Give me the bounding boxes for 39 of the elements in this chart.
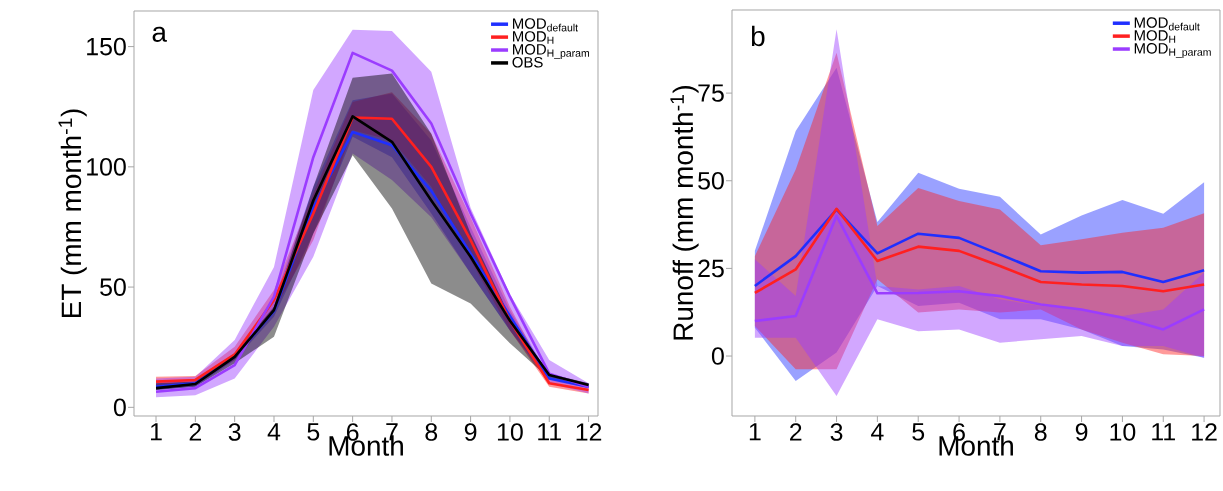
x-tick-label: 8 — [1034, 423, 1047, 441]
annotation: b — [751, 25, 765, 47]
x-tick-label: 1 — [150, 423, 162, 441]
legend-label: MOD$_{default}$ — [513, 18, 578, 32]
legend-label: MOD$_{H}$ — [1134, 30, 1176, 43]
legend-label: OBS — [512, 56, 543, 68]
x-tick-label: 12 — [1192, 423, 1217, 441]
y-tick-label: 75 — [698, 84, 724, 102]
legend-label: MOD$_{default}$ — [1134, 17, 1200, 31]
legend-label: MOD$_{H}$ — [513, 31, 554, 44]
x-tick-label: 12 — [576, 423, 602, 441]
x-tick-label: 5 — [912, 423, 925, 441]
x-tick-label: 3 — [228, 423, 241, 441]
x-tick-label: 2 — [189, 423, 202, 441]
x-tick-label: 4 — [267, 423, 281, 441]
line-series — [753, 214, 1206, 331]
y-tick-label: 50 — [100, 278, 126, 296]
x-tick-label: 10 — [497, 423, 523, 441]
x-tick-label: 4 — [871, 423, 884, 441]
x-tick-label: 1 — [749, 423, 761, 441]
x-tick-label: 2 — [790, 423, 802, 441]
x-tick-label: 5 — [307, 423, 320, 441]
y-axis-title: ET (mm month$^{-1}$) — [58, 109, 87, 318]
x-tick-label: 9 — [1075, 423, 1088, 441]
y-tick-label: 50 — [698, 171, 724, 190]
x-tick-label: 10 — [1110, 423, 1136, 441]
x-tick-label: 11 — [538, 423, 561, 441]
y-tick-label: 0 — [113, 398, 126, 417]
y-tick-label: 25 — [698, 259, 724, 278]
legend-label: MOD$_{H_param}$ — [1134, 43, 1211, 58]
x-tick-label: 9 — [464, 423, 477, 441]
y-tick-label: 150 — [87, 37, 126, 56]
y-tick-label: 0 — [711, 347, 724, 365]
y-axis-title: Runoff (mm month$^{-1}$) — [670, 85, 699, 340]
annotation: a — [152, 26, 167, 42]
x-tick-label: 3 — [830, 423, 843, 441]
x-tick-label: 11 — [1152, 423, 1175, 441]
y-tick-label: 100 — [87, 158, 126, 176]
x-tick-label: 8 — [425, 423, 438, 441]
